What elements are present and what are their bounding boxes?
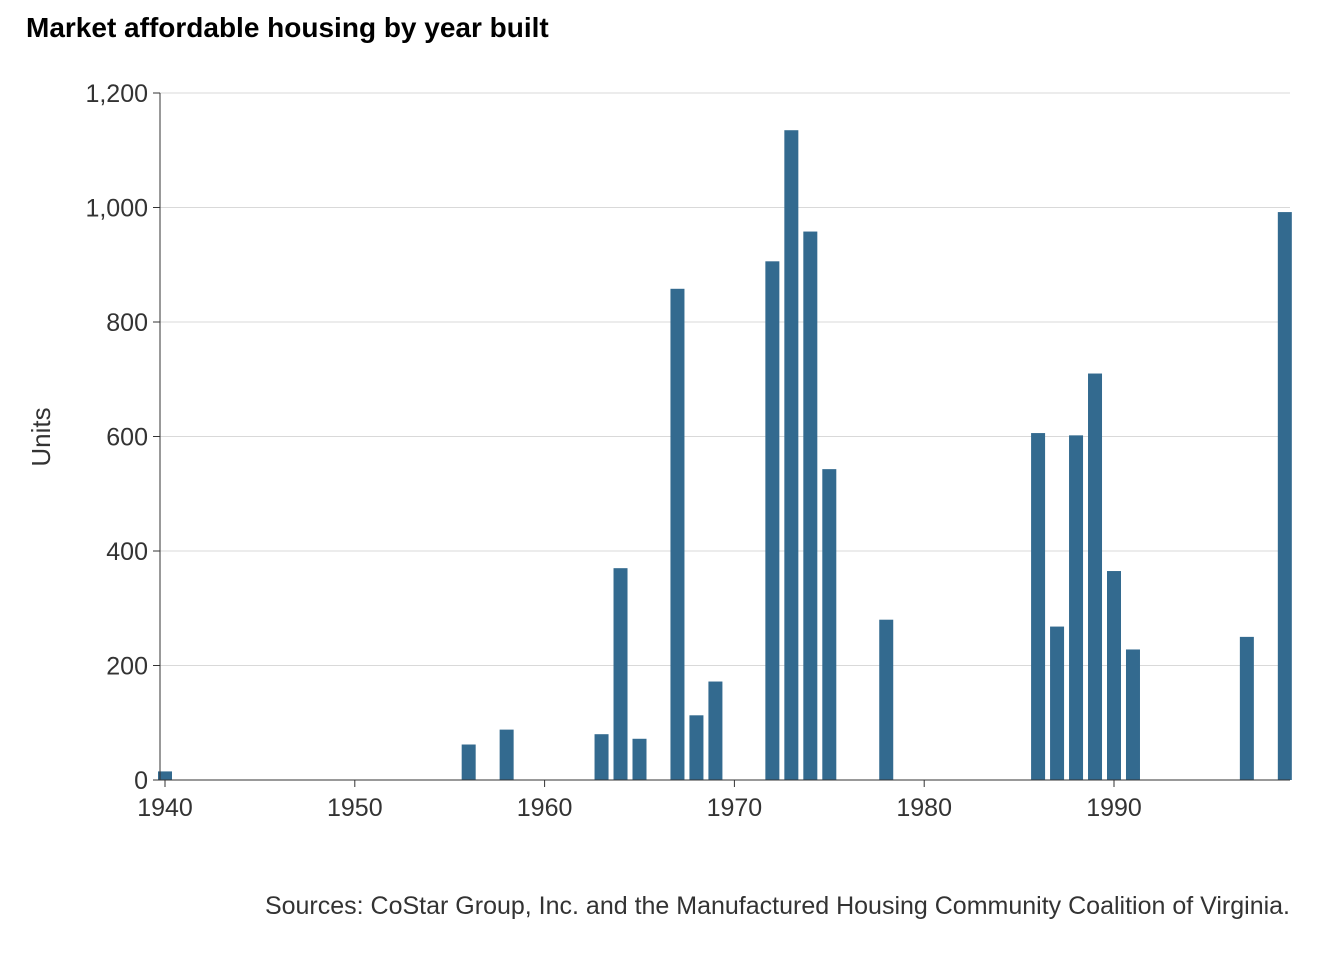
y-tick-label: 1,200 (85, 80, 148, 108)
bar-1975 (822, 469, 837, 780)
bar-1986 (1031, 433, 1046, 780)
axes: 0 200 400 600 800 1,000 1,200 1940 1950 1960 1970 1… (85, 80, 1290, 822)
bar-1973 (784, 130, 799, 780)
source-note: Sources: CoStar Group, Inc. and the Manu… (264, 892, 1290, 920)
gridlines (160, 92, 1290, 666)
bar-1988 (1069, 435, 1084, 780)
bar-1989 (1088, 373, 1103, 780)
bar-1965 (632, 738, 647, 780)
bar-1990 (1107, 571, 1121, 780)
bar-1940 (158, 771, 172, 780)
y-tick-label: 1,000 (85, 195, 148, 223)
x-tick-label: 1990 (1086, 794, 1142, 822)
chart-title: Market affordable housing by year built (26, 12, 549, 43)
x-tick-label: 1980 (896, 794, 952, 822)
bar-1999 (1277, 212, 1292, 780)
bar-1968 (689, 715, 704, 780)
bar-1997 (1239, 636, 1254, 780)
bar-1974 (803, 231, 818, 781)
bar-1958 (499, 729, 514, 780)
bar-1978 (879, 619, 894, 780)
y-axis-title: Units (26, 407, 56, 466)
bars (158, 130, 1292, 781)
y-tick-label: 200 (106, 653, 148, 681)
y-tick-label: 400 (106, 538, 148, 566)
y-tick-label: 0 (134, 767, 148, 795)
x-tick-label: 1950 (327, 794, 383, 822)
bar-1963 (594, 734, 609, 780)
bar-1967 (670, 288, 685, 780)
bar-1969 (708, 681, 723, 780)
y-tick-label: 800 (106, 309, 148, 337)
bar-1972 (765, 261, 780, 780)
x-tick-label: 1940 (137, 794, 193, 822)
y-tick-label: 600 (106, 424, 148, 452)
bar-1991 (1125, 649, 1140, 780)
bar-1964 (613, 568, 628, 780)
bar-1956 (461, 744, 476, 780)
x-tick-label: 1960 (517, 794, 573, 822)
bar-1987 (1050, 626, 1065, 780)
x-tick-label: 1970 (707, 794, 763, 822)
